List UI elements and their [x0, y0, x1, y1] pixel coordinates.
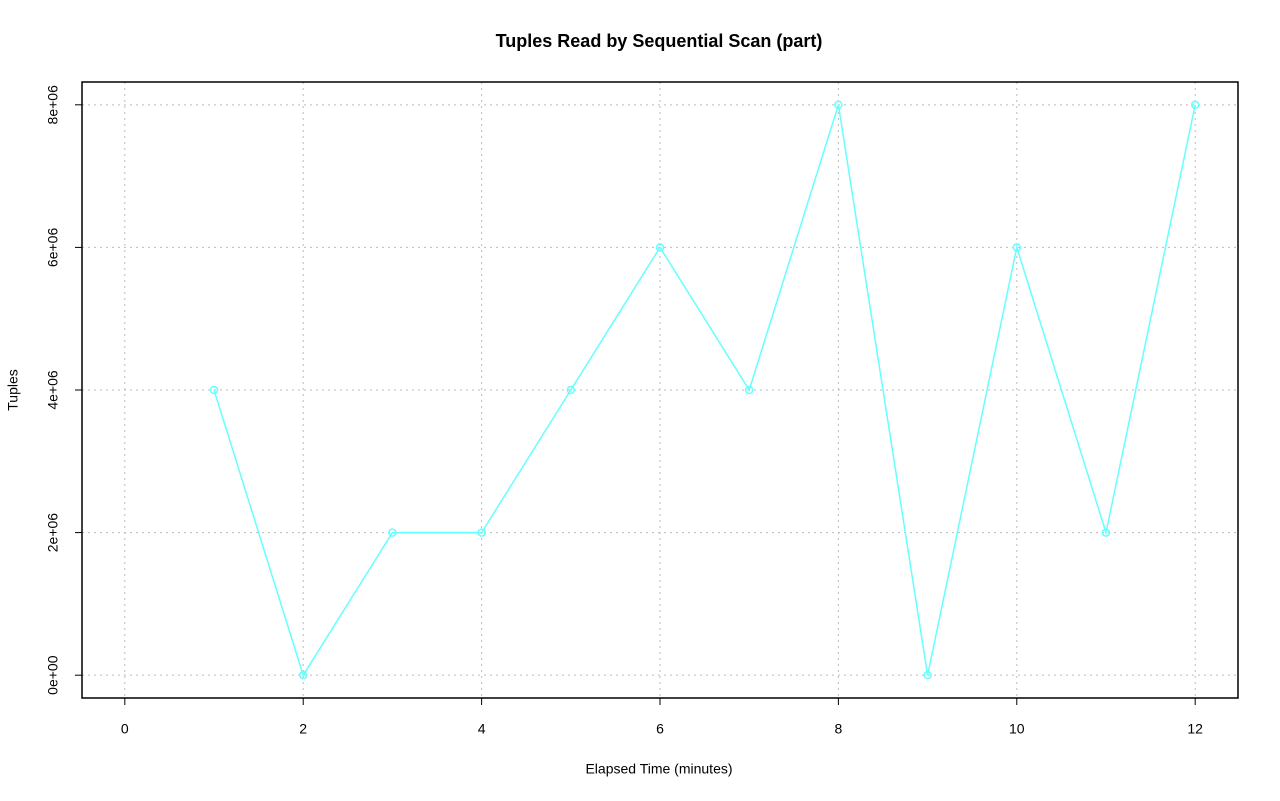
series-line — [213, 104, 1196, 677]
data-point — [655, 243, 665, 252]
data-point — [477, 528, 486, 537]
data-point — [1190, 100, 1200, 110]
x-tick-label: 8 — [834, 721, 842, 737]
plot-frame — [81, 81, 1239, 699]
x-tick-label: 12 — [1187, 721, 1203, 737]
data-point — [298, 670, 308, 680]
chart-title: Tuples Read by Sequential Scan (part) — [496, 31, 823, 51]
x-tick-label: 0 — [121, 721, 129, 737]
data-point — [388, 528, 397, 537]
data-point — [744, 385, 754, 395]
data-point — [834, 100, 843, 110]
y-tick-label: 0e+00 — [45, 655, 61, 695]
data-point — [566, 385, 576, 395]
x-tick-label: 2 — [299, 721, 307, 737]
x-tick-label: 4 — [478, 721, 486, 737]
y-tick-label: 2e+06 — [45, 513, 61, 553]
y-tick-label: 8e+06 — [45, 85, 61, 125]
data-point — [209, 385, 219, 395]
y-tick-label: 6e+06 — [45, 228, 61, 268]
x-tick-label: 6 — [656, 721, 664, 737]
x-tick-label: 10 — [1009, 721, 1025, 737]
data-point — [923, 670, 932, 680]
y-tick-label: 4e+06 — [45, 370, 61, 410]
data-point — [1012, 243, 1022, 252]
data-point — [1101, 528, 1111, 537]
x-axis-label: Elapsed Time (minutes) — [585, 761, 732, 777]
y-axis-label: Tuples — [5, 369, 21, 411]
